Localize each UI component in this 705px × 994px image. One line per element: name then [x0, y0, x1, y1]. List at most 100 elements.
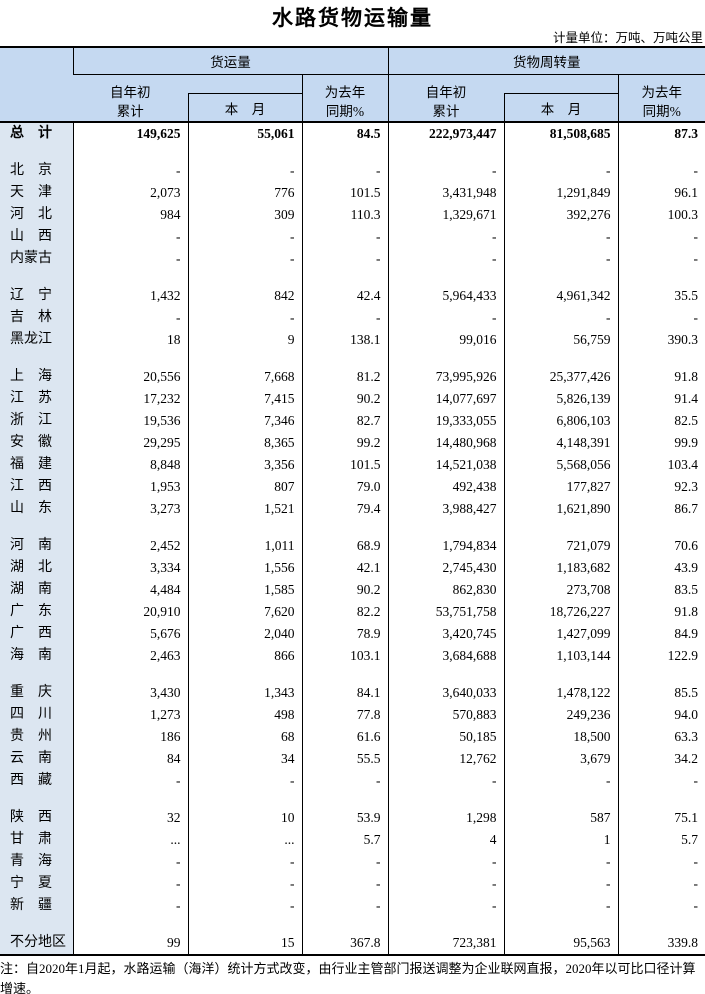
cell	[387, 520, 505, 535]
cell: 14,077,697	[387, 388, 505, 410]
cell	[617, 351, 705, 366]
cell: 984	[72, 204, 188, 226]
cell: 807	[187, 476, 302, 498]
cell	[387, 351, 505, 366]
cell: 87.3	[617, 121, 705, 145]
table-row: 云 南 84 34 55.5 12,762 3,679 34.2	[0, 748, 705, 770]
cell: 1,794,834	[387, 535, 505, 557]
cell: 85.5	[617, 682, 705, 704]
cell: 8,848	[72, 454, 188, 476]
cell: -	[503, 248, 619, 270]
table-row: 辽 宁 1,432 842 42.4 5,964,433 4,961,342 35.5	[0, 285, 705, 307]
table-row: 浙 江 19,536 7,346 82.7 19,333,055 6,806,103 82.…	[0, 410, 705, 432]
cell: 273,708	[503, 579, 619, 601]
cell: -	[617, 895, 705, 917]
cell: -	[503, 160, 619, 182]
cell: 103.1	[301, 645, 389, 667]
cell: 96.1	[617, 182, 705, 204]
table-row: 北 京------	[0, 160, 705, 182]
spacer-row	[0, 792, 705, 807]
table-row: 贵 州 186 68 61.6 50,185 18,500 63.3	[0, 726, 705, 748]
cell: -	[503, 226, 619, 248]
cell: 3,420,745	[387, 623, 505, 645]
cell: -	[301, 851, 389, 873]
cell: 18,726,227	[503, 601, 619, 623]
region-label: 重 庆	[0, 682, 73, 704]
cell: -	[503, 895, 619, 917]
region-label: 西 藏	[0, 770, 73, 792]
table-row: 不分地区 99 15 367.8 723,381 95,563 339.8	[0, 932, 705, 956]
table-row: 山 东 3,273 1,521 79.4 3,988,427 1,621,890 86.7	[0, 498, 705, 520]
cell: 14,480,968	[387, 432, 505, 454]
cell: 3,356	[187, 454, 302, 476]
cell	[617, 917, 705, 932]
region-label: 江 西	[0, 476, 73, 498]
cell: 34	[187, 748, 302, 770]
header-cumulative-2: 自年初 累计	[387, 74, 505, 122]
cell: -	[72, 226, 188, 248]
cell: -	[387, 873, 505, 895]
table-row: 吉 林------	[0, 307, 705, 329]
cell: -	[617, 873, 705, 895]
cell: 5.7	[617, 829, 705, 851]
cell: -	[72, 307, 188, 329]
cell: 1,427,099	[503, 623, 619, 645]
region-label: 福 建	[0, 454, 73, 476]
table-row: 四 川 1,273 498 77.8 570,883 249,236 94.0	[0, 704, 705, 726]
cell: 20,910	[72, 601, 188, 623]
cell: 84.1	[301, 682, 389, 704]
spacer-row	[0, 667, 705, 682]
cell: 79.4	[301, 498, 389, 520]
header-month-2: 本 月	[503, 93, 619, 122]
cell	[387, 792, 505, 807]
cell: 1,953	[72, 476, 188, 498]
cell: 29,295	[72, 432, 188, 454]
cell: 101.5	[301, 454, 389, 476]
cell: 15	[187, 932, 302, 956]
cell: 8,365	[187, 432, 302, 454]
cell	[503, 917, 619, 932]
cell	[503, 270, 619, 285]
cell: 5,826,139	[503, 388, 619, 410]
cell: 86.7	[617, 498, 705, 520]
cell: 1,621,890	[503, 498, 619, 520]
cell	[72, 917, 188, 932]
table-row: 湖 北 3,334 1,556 42.1 2,745,430 1,183,682 43.9	[0, 557, 705, 579]
cell: 99.9	[617, 432, 705, 454]
spacer-row	[0, 520, 705, 535]
cell: 81.2	[301, 366, 389, 388]
cell: 390.3	[617, 329, 705, 351]
cell: 42.4	[301, 285, 389, 307]
table-row: 陕 西 32 10 53.9 1,298 587 75.1	[0, 807, 705, 829]
region-label	[0, 667, 73, 682]
spacer-row	[0, 351, 705, 366]
cell: -	[387, 851, 505, 873]
cell	[617, 667, 705, 682]
cell: 42.1	[301, 557, 389, 579]
cell: -	[301, 226, 389, 248]
cell: -	[187, 226, 302, 248]
cell: 18,500	[503, 726, 619, 748]
cell: 103.4	[617, 454, 705, 476]
cell: 1,478,122	[503, 682, 619, 704]
cell: 6,806,103	[503, 410, 619, 432]
cell: 1,011	[187, 535, 302, 557]
cell: 14,521,038	[387, 454, 505, 476]
cell: ...	[187, 829, 302, 851]
table-row: 黑龙江 18 9 138.1 99,016 56,759 390.3	[0, 329, 705, 351]
cell: -	[387, 307, 505, 329]
table-body: 总 计 149,625 55,061 84.5 222,973,447 81,508,68…	[0, 121, 705, 956]
cell: 776	[187, 182, 302, 204]
cell: 5,676	[72, 623, 188, 645]
cell: -	[617, 226, 705, 248]
region-label: 总 计	[0, 121, 73, 145]
cell: 32	[72, 807, 188, 829]
region-label: 广 西	[0, 623, 73, 645]
cell: -	[503, 851, 619, 873]
cell: 81,508,685	[503, 121, 619, 145]
cell: 82.2	[301, 601, 389, 623]
cell: 5,568,056	[503, 454, 619, 476]
header-yoy-line2: 同期%	[642, 104, 681, 119]
cell: 862,830	[387, 579, 505, 601]
